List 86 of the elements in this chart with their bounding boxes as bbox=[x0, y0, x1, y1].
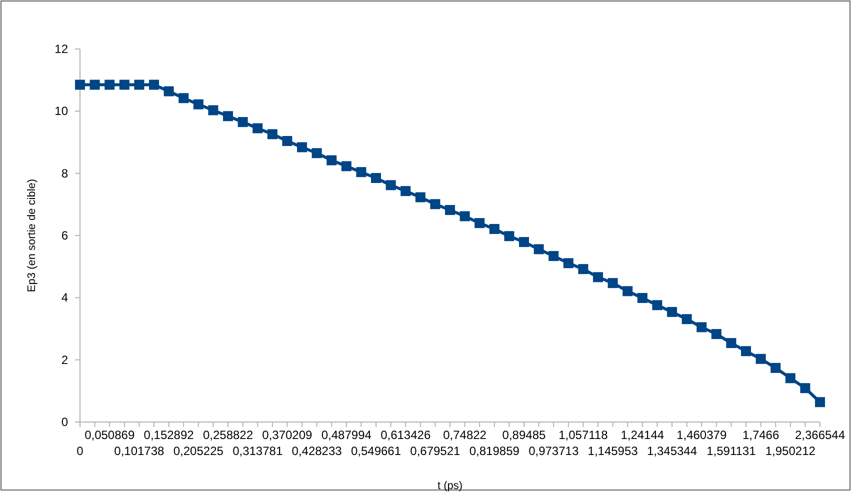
x-tick-label: 0,205225 bbox=[173, 444, 224, 458]
point bbox=[178, 93, 189, 104]
point bbox=[711, 329, 722, 340]
x-tick-label: 0,428233 bbox=[292, 444, 342, 458]
point bbox=[75, 80, 85, 90]
point bbox=[548, 251, 559, 262]
x-tick-label: 0,819859 bbox=[469, 444, 520, 458]
y-tick-label: 10 bbox=[54, 104, 68, 118]
point bbox=[430, 199, 440, 210]
point bbox=[504, 231, 514, 242]
point bbox=[326, 155, 337, 166]
x-tick-label: 2,366544 bbox=[794, 428, 846, 442]
point bbox=[637, 292, 648, 303]
point bbox=[682, 314, 692, 324]
x-tick-label: 0,050869 bbox=[84, 428, 135, 442]
point bbox=[223, 111, 233, 122]
point bbox=[267, 129, 278, 140]
point bbox=[652, 300, 662, 310]
y-tick-label: 2 bbox=[61, 352, 68, 367]
x-tick-label: 1,057118 bbox=[558, 428, 608, 442]
x-tick-label: 1,591131 bbox=[706, 444, 756, 458]
x-axis-title: t (ps) bbox=[437, 480, 463, 492]
x-tick-label: 1,145953 bbox=[588, 444, 638, 458]
point bbox=[593, 272, 603, 282]
point bbox=[104, 80, 115, 90]
x-tick-label: 0,613426 bbox=[380, 428, 431, 442]
point bbox=[756, 354, 766, 364]
point bbox=[534, 244, 544, 254]
point bbox=[119, 80, 130, 90]
point bbox=[489, 224, 500, 234]
point bbox=[460, 211, 470, 222]
x-tick-label: 0,258822 bbox=[202, 428, 254, 442]
x-tick-label: 0,313781 bbox=[232, 444, 283, 458]
x-tick-label: 1,950212 bbox=[765, 444, 816, 458]
point bbox=[578, 264, 588, 274]
y-tick-label: 8 bbox=[61, 166, 68, 180]
point bbox=[770, 362, 781, 373]
x-tick-label: 0,487994 bbox=[321, 428, 372, 442]
point bbox=[282, 136, 292, 146]
point bbox=[297, 142, 307, 152]
y-tick-label: 0 bbox=[61, 415, 68, 429]
x-tick-label: 1,460379 bbox=[676, 428, 727, 442]
point bbox=[312, 148, 322, 158]
x-tick-label: 0,89485 bbox=[502, 428, 546, 442]
point bbox=[563, 258, 574, 268]
point bbox=[341, 161, 352, 172]
point bbox=[386, 180, 396, 190]
x-tick-label: 0,370209 bbox=[262, 428, 313, 442]
point bbox=[356, 167, 366, 178]
x-tick-label: 1,24144 bbox=[620, 428, 664, 442]
point bbox=[696, 322, 707, 332]
y-tick-label: 6 bbox=[61, 228, 68, 242]
point bbox=[474, 218, 485, 228]
point bbox=[193, 99, 204, 110]
x-tick-label: 0,74822 bbox=[443, 428, 487, 442]
point bbox=[622, 286, 633, 296]
x-tick-label: 0,973713 bbox=[528, 444, 579, 458]
point bbox=[371, 172, 381, 183]
point bbox=[400, 186, 411, 196]
x-tick-label: 0,679521 bbox=[410, 444, 461, 458]
point bbox=[134, 80, 144, 90]
x-tick-label: 1,7466 bbox=[742, 428, 780, 442]
point bbox=[164, 86, 174, 96]
y-axis-title: Ep3 (en sortie de cible) bbox=[26, 178, 38, 292]
x-tick-label: 0 bbox=[76, 444, 84, 458]
point bbox=[208, 105, 218, 116]
point bbox=[90, 80, 100, 90]
point bbox=[800, 383, 810, 394]
point bbox=[149, 80, 159, 90]
y-tick-label: 12 bbox=[54, 42, 68, 56]
point bbox=[741, 346, 751, 356]
point bbox=[608, 278, 618, 288]
point bbox=[667, 306, 677, 317]
point bbox=[519, 237, 529, 248]
point bbox=[815, 397, 825, 408]
x-tick-label: 0,101738 bbox=[114, 444, 165, 458]
y-tick-label: 4 bbox=[61, 290, 68, 305]
point bbox=[415, 192, 426, 202]
point bbox=[785, 373, 796, 384]
point bbox=[445, 205, 455, 216]
point bbox=[252, 123, 263, 134]
x-tick-label: 1,345344 bbox=[646, 444, 698, 458]
x-tick-label: 0,549661 bbox=[350, 444, 402, 458]
x-tick-label: 0,152892 bbox=[144, 428, 194, 442]
point bbox=[726, 338, 736, 348]
point bbox=[238, 117, 248, 128]
